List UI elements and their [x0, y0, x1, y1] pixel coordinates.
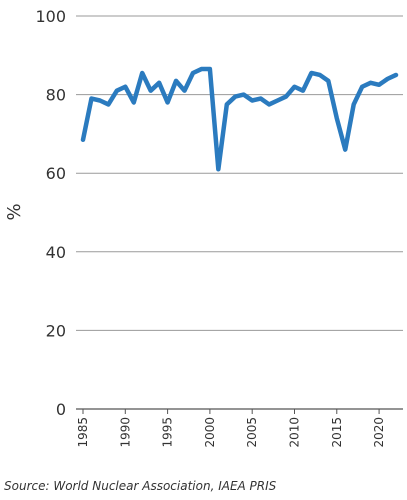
y-tick-label: 0 [56, 400, 66, 419]
y-tick-label: 60 [46, 164, 66, 183]
x-tick-label: 2020 [372, 417, 386, 448]
source-note: Source: World Nuclear Association, IAEA … [4, 479, 277, 493]
series-group [80, 66, 399, 172]
x-tick-label: 2010 [287, 417, 301, 448]
x-axis-ticks: 1985 1990 1995 2000 2005 2010 2015 2020 [76, 409, 386, 448]
x-tick-label: 1995 [161, 417, 175, 448]
x-tick-label: 1985 [76, 417, 90, 448]
grid-lines [76, 15, 403, 410]
x-tick-label: 2005 [245, 417, 259, 448]
x-tick-label: 2000 [203, 417, 217, 448]
x-tick-label: 1990 [118, 417, 132, 448]
y-axis-label: % [4, 203, 25, 220]
x-tick-label: 2015 [330, 417, 344, 448]
line-chart: 0 20 40 60 80 100 1985 1990 1995 2000 2005 2010 201… [4, 7, 403, 448]
y-axis-ticks: 0 20 40 60 80 100 [35, 7, 66, 419]
y-tick-label: 20 [46, 321, 66, 340]
series-line [80, 66, 399, 172]
y-tick-label: 40 [46, 243, 66, 262]
y-tick-label: 100 [35, 7, 66, 26]
y-tick-label: 80 [46, 86, 66, 105]
